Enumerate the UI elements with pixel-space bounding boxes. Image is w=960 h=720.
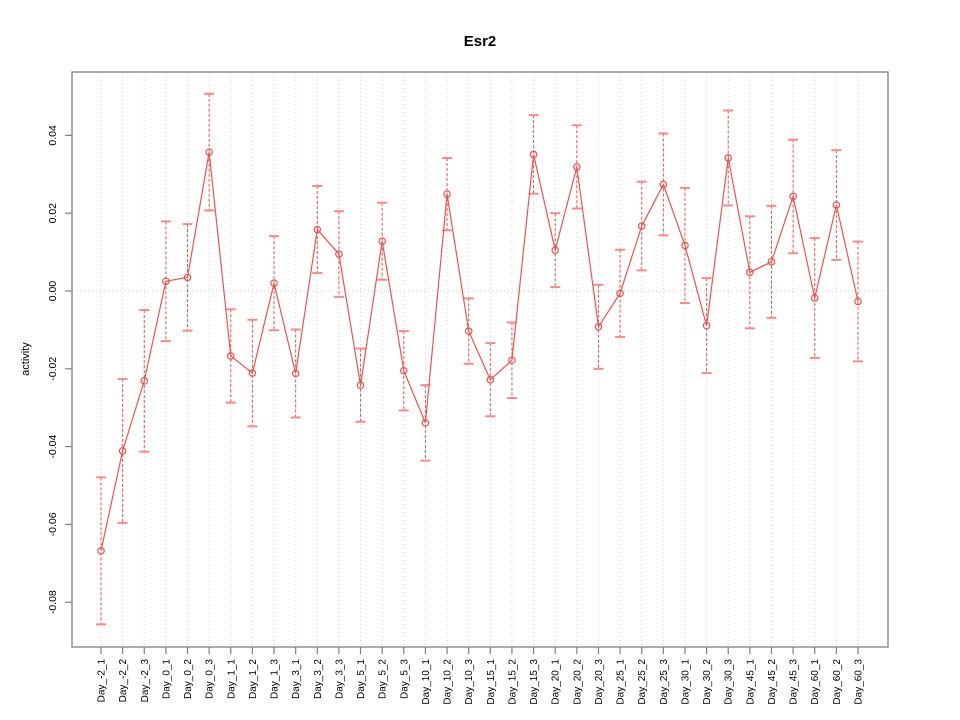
x-tick-label: Day_20_3 bbox=[594, 659, 605, 705]
data-point bbox=[335, 250, 343, 258]
data-point bbox=[789, 192, 797, 201]
data-point bbox=[659, 180, 668, 189]
x-tick-label: Day_60_3 bbox=[854, 659, 865, 705]
x-tick-label: Day_1_2 bbox=[248, 659, 259, 699]
data-point bbox=[248, 369, 257, 377]
y-tick-label: 0.00 bbox=[47, 281, 59, 302]
data-point bbox=[746, 268, 754, 277]
data-point bbox=[97, 547, 105, 555]
x-tick-label: Day_25_2 bbox=[637, 659, 648, 705]
data-point bbox=[378, 237, 386, 246]
x-tick-label: Day_15_3 bbox=[529, 659, 540, 705]
x-tick-label: Day_30_1 bbox=[680, 659, 691, 705]
data-point bbox=[356, 381, 365, 389]
data-point bbox=[464, 327, 473, 335]
x-tick-label: Day_60_2 bbox=[832, 659, 843, 705]
x-tick-label: Day_1_3 bbox=[270, 659, 281, 699]
y-tick-label: 0.02 bbox=[47, 203, 59, 224]
data-point bbox=[443, 190, 451, 198]
data-point bbox=[205, 148, 213, 156]
x-tick-label: Day_1_1 bbox=[226, 659, 237, 699]
data-point bbox=[508, 356, 516, 365]
data-point bbox=[594, 322, 603, 331]
x-tick-label: Day_3_1 bbox=[291, 659, 302, 699]
chart-title: Esr2 bbox=[463, 33, 497, 50]
x-tick-label: Day_10_1 bbox=[421, 659, 432, 705]
y-tick-label: -0.06 bbox=[47, 512, 59, 536]
x-tick-label: Day_25_1 bbox=[616, 659, 627, 705]
x-tick-label: Day_5_3 bbox=[399, 659, 410, 699]
data-point bbox=[702, 321, 711, 330]
data-point bbox=[767, 258, 776, 266]
x-tick-label: Day_-2_3 bbox=[140, 659, 151, 703]
x-tick-label: Day_0_2 bbox=[183, 659, 194, 699]
x-tick-label: Day_3_3 bbox=[334, 659, 345, 699]
data-point bbox=[183, 273, 192, 282]
x-tick-label: Day_0_1 bbox=[161, 659, 172, 699]
data-line bbox=[100, 152, 859, 551]
data-point bbox=[118, 447, 127, 455]
data-point bbox=[162, 277, 170, 286]
y-tick-label: 0.04 bbox=[47, 125, 59, 146]
x-tick-label: Day_25_3 bbox=[659, 659, 670, 705]
data-point bbox=[832, 201, 841, 209]
x-tick-label: Day_5_2 bbox=[378, 659, 389, 699]
data-point bbox=[421, 419, 430, 427]
data-point bbox=[486, 375, 495, 384]
x-tick-label: Day_-2_1 bbox=[97, 659, 108, 703]
data-point bbox=[399, 366, 408, 375]
y-axis-label: activity bbox=[20, 342, 32, 376]
x-tick-label: Day_-2_2 bbox=[118, 659, 129, 703]
y-tick-label: -0.02 bbox=[47, 357, 59, 381]
data-point bbox=[724, 154, 733, 162]
x-tick-label: Day_60_1 bbox=[810, 659, 821, 705]
x-tick-label: Day_20_1 bbox=[551, 659, 562, 705]
data-point bbox=[810, 294, 819, 302]
data-point bbox=[529, 150, 538, 159]
data-point bbox=[270, 279, 278, 288]
data-point bbox=[616, 289, 624, 298]
data-point bbox=[854, 297, 862, 306]
x-tick-label: Day_30_3 bbox=[724, 659, 735, 705]
x-tick-label: Day_20_2 bbox=[572, 659, 583, 705]
y-tick-label: -0.04 bbox=[47, 434, 59, 458]
x-tick-label: Day_10_3 bbox=[464, 659, 475, 705]
data-point bbox=[313, 225, 322, 234]
data-point bbox=[140, 377, 149, 385]
x-tick-label: Day_45_1 bbox=[745, 659, 756, 705]
x-tick-label: Day_15_2 bbox=[507, 659, 518, 705]
data-point bbox=[551, 246, 560, 254]
plot-box bbox=[71, 71, 889, 648]
data-point bbox=[291, 369, 300, 378]
x-tick-label: Day_45_3 bbox=[789, 659, 800, 705]
data-point bbox=[681, 241, 689, 250]
x-tick-label: Day_30_2 bbox=[702, 659, 713, 705]
x-tick-label: Day_10_2 bbox=[443, 659, 454, 705]
x-tick-label: Day_45_2 bbox=[767, 659, 778, 705]
x-tick-label: Day_3_2 bbox=[313, 659, 324, 699]
data-point bbox=[226, 352, 235, 360]
y-tick-label: -0.08 bbox=[47, 590, 59, 614]
x-tick-label: Day_0_3 bbox=[205, 659, 216, 699]
x-tick-label: Day_15_1 bbox=[486, 659, 497, 705]
data-point bbox=[573, 163, 581, 171]
x-tick-label: Day_5_1 bbox=[356, 659, 367, 699]
data-point bbox=[637, 222, 646, 230]
